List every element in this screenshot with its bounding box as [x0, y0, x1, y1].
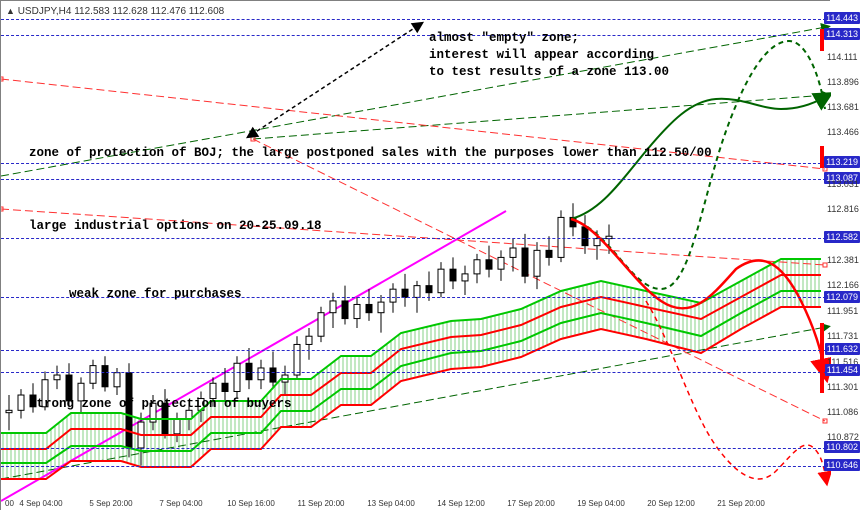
price-tick: 111.301: [827, 382, 860, 392]
price-tick: 113.896: [827, 77, 860, 87]
annotation-text: large industrial options on 20-25.09.18: [29, 219, 322, 233]
time-tick: 5 Sep 20:00: [89, 499, 132, 508]
time-tick: 11 Sep 20:00: [297, 499, 344, 508]
time-tick: 00: [5, 499, 14, 508]
time-tick: 4 Sep 04:00: [19, 499, 62, 508]
time-tick: 17 Sep 20:00: [507, 499, 555, 508]
range-highlight: [820, 323, 824, 393]
price-tick: 113.031: [827, 179, 860, 189]
price-level-box: 112.582: [824, 231, 860, 243]
price-level-box: 111.632: [825, 343, 860, 355]
annotation-text: interest will appear according: [429, 48, 654, 62]
time-tick: 19 Sep 04:00: [577, 499, 625, 508]
horizontal-level: [1, 163, 831, 164]
annotation-text: to test results of a zone 113.00: [429, 65, 669, 79]
horizontal-level: [1, 372, 831, 373]
price-tick: 111.951: [827, 306, 860, 316]
double-arrow: [251, 25, 419, 135]
price-level-box: 114.313: [824, 28, 860, 40]
horizontal-level: [1, 350, 831, 351]
annotation-text: weak zone for purchases: [69, 287, 242, 301]
horizontal-level: [1, 19, 831, 20]
price-tick: 112.816: [827, 204, 860, 214]
time-tick: 13 Sep 04:00: [367, 499, 415, 508]
price-tick: 113.681: [827, 102, 860, 112]
price-level-box: 111.454: [825, 364, 860, 376]
price-tick: 111.086: [827, 407, 860, 417]
price-level-box: 114.443: [824, 12, 860, 24]
price-tick: 112.381: [827, 255, 860, 265]
horizontal-level: [1, 179, 831, 180]
time-tick: 7 Sep 04:00: [159, 499, 202, 508]
time-tick: 21 Sep 20:00: [717, 499, 765, 508]
price-tick: 114.111: [827, 52, 860, 62]
chart-area[interactable]: ▲ USDJPY,H4 112.583 112.628 112.476 112.…: [0, 0, 830, 510]
chart-svg: [1, 1, 831, 511]
time-tick: 14 Sep 12:00: [437, 499, 485, 508]
price-level-box: 112.079: [824, 291, 860, 303]
horizontal-level: [1, 466, 831, 467]
price-level-box: 113.219: [824, 156, 860, 168]
horizontal-level: [1, 448, 831, 449]
price-tick: 113.466: [827, 127, 860, 137]
annotation-text: zone of protection of BOJ; the large pos…: [29, 146, 712, 160]
horizontal-level: [1, 35, 831, 36]
horizontal-level: [1, 238, 831, 239]
annotation-text: strong zone of protection of buyers: [29, 397, 292, 411]
price-tick: 112.166: [827, 280, 860, 290]
time-tick: 10 Sep 16:00: [227, 499, 275, 508]
price-tick: 111.731: [827, 331, 860, 341]
time-tick: 20 Sep 12:00: [647, 499, 695, 508]
annotation-text: almost "empty" zone;: [429, 31, 579, 45]
price-level-box: 110.646: [824, 459, 860, 471]
price-level-box: 110.802: [824, 441, 860, 453]
price-axis: 114.443114.313114.111113.896113.681113.4…: [830, 0, 860, 510]
time-axis: 00 4 Sep 04:00 5 Sep 20:00 7 Sep 04:00 10 Se…: [1, 494, 831, 510]
